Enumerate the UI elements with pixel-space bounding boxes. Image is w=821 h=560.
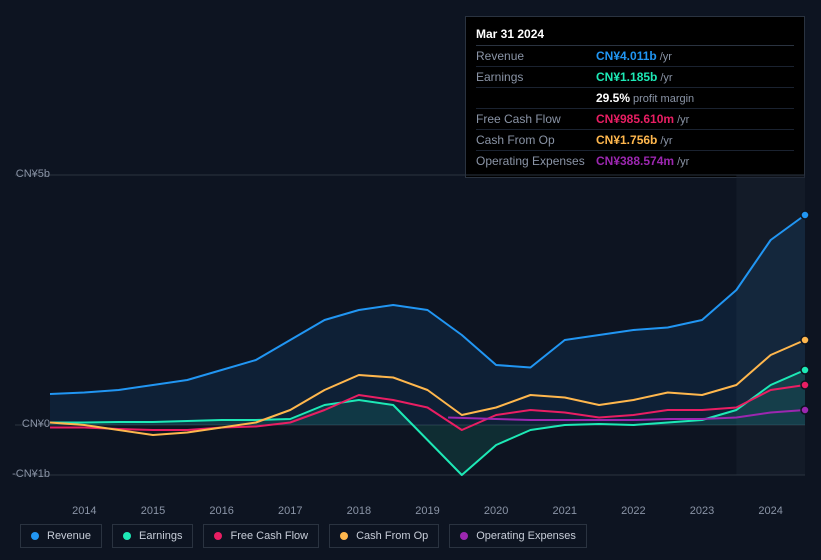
x-axis-label: 2015: [141, 505, 165, 517]
x-axis-label: 2024: [758, 505, 782, 517]
end-dot-free-cash-flow: [801, 381, 809, 389]
tooltip-date: Mar 31 2024: [476, 23, 794, 46]
legend-item-revenue[interactable]: Revenue: [20, 524, 102, 548]
end-dot-earnings: [801, 366, 809, 374]
tooltip-row: Free Cash FlowCN¥985.610m/yr: [476, 109, 794, 130]
legend-dot-icon: [340, 532, 348, 540]
legend: Revenue Earnings Free Cash Flow Cash From O…: [20, 524, 587, 548]
legend-dot-icon: [123, 532, 131, 540]
legend-dot-icon: [31, 532, 39, 540]
tooltip-row-label: Earnings: [476, 70, 596, 84]
x-axis-label: 2021: [553, 505, 577, 517]
tooltip-panel: Mar 31 2024 RevenueCN¥4.011b/yrEarningsC…: [465, 16, 805, 178]
x-axis-label: 2016: [209, 505, 233, 517]
tooltip-row-label: Cash From Op: [476, 133, 596, 147]
line-chart-svg: [0, 155, 821, 505]
chart-plot-area[interactable]: CN¥5bCN¥0-CN¥1b 201420152016201720182019…: [0, 155, 821, 505]
x-axis-label: 2020: [484, 505, 508, 517]
tooltip-row: 29.5%profit margin: [476, 88, 794, 109]
end-dot-revenue: [801, 211, 809, 219]
end-dot-operating-expenses: [801, 406, 809, 414]
x-axis-label: 2019: [415, 505, 439, 517]
tooltip-row-value: 29.5%profit margin: [596, 91, 794, 105]
tooltip-row: Cash From OpCN¥1.756b/yr: [476, 130, 794, 151]
y-axis-label: CN¥5b: [0, 168, 50, 180]
legend-item-earnings[interactable]: Earnings: [112, 524, 193, 548]
y-axis-label: -CN¥1b: [0, 468, 50, 480]
chart-container: { "tooltip": { "date": "Mar 31 2024", "r…: [0, 0, 821, 560]
tooltip-row-label: Free Cash Flow: [476, 112, 596, 126]
tooltip-row-value: CN¥4.011b/yr: [596, 49, 794, 63]
tooltip-row-value: CN¥1.756b/yr: [596, 133, 794, 147]
x-axis-label: 2014: [72, 505, 96, 517]
x-axis-label: 2023: [690, 505, 714, 517]
x-axis-label: 2018: [347, 505, 371, 517]
legend-label: Operating Expenses: [476, 530, 576, 542]
tooltip-row-value: CN¥985.610m/yr: [596, 112, 794, 126]
tooltip-row: EarningsCN¥1.185b/yr: [476, 67, 794, 88]
y-axis-label: CN¥0: [0, 418, 50, 430]
tooltip-row: RevenueCN¥4.011b/yr: [476, 46, 794, 67]
legend-dot-icon: [214, 532, 222, 540]
legend-dot-icon: [460, 532, 468, 540]
legend-label: Free Cash Flow: [230, 530, 308, 542]
x-axis-label: 2017: [278, 505, 302, 517]
legend-item-operating-expenses[interactable]: Operating Expenses: [449, 524, 587, 548]
legend-label: Revenue: [47, 530, 91, 542]
tooltip-row-label: [476, 91, 596, 105]
end-dot-cash-from-op: [801, 336, 809, 344]
legend-item-free-cash-flow[interactable]: Free Cash Flow: [203, 524, 319, 548]
legend-item-cash-from-op[interactable]: Cash From Op: [329, 524, 439, 548]
legend-label: Cash From Op: [356, 530, 428, 542]
legend-label: Earnings: [139, 530, 182, 542]
tooltip-row-label: Revenue: [476, 49, 596, 63]
x-axis-label: 2022: [621, 505, 645, 517]
tooltip-row-value: CN¥1.185b/yr: [596, 70, 794, 84]
